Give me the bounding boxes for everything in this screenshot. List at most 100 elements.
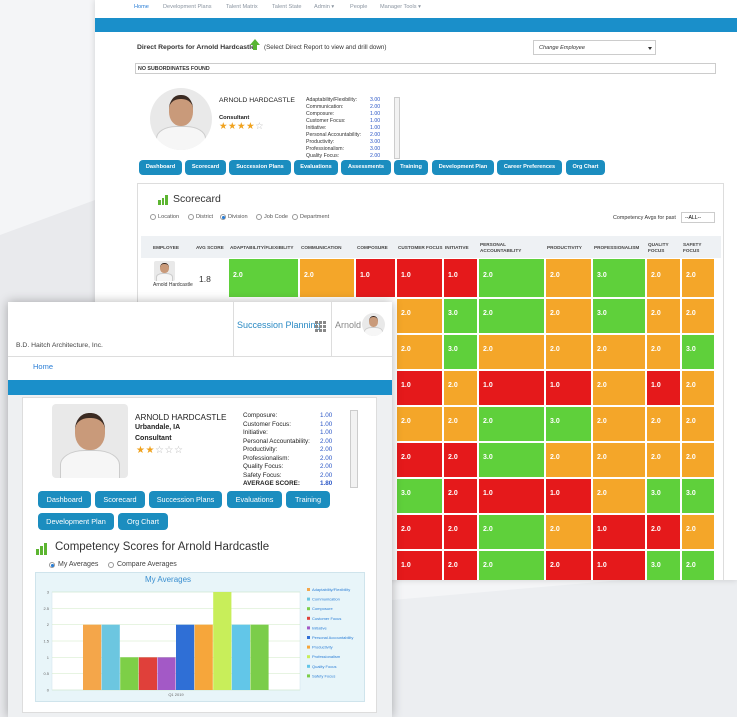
nav-link[interactable]: Talent Matrix <box>226 4 258 10</box>
up-arrow-stem <box>253 45 257 50</box>
nav-button[interactable]: Scorecard <box>185 160 226 175</box>
avg-select[interactable]: --ALL-- <box>681 212 715 223</box>
grid-icon-cell <box>319 321 322 324</box>
radio-button[interactable] <box>256 214 262 220</box>
legend-swatch <box>307 597 310 601</box>
filter-label: Division <box>228 214 248 220</box>
nav-button[interactable]: Development Plan <box>38 513 114 530</box>
score-cell: 2.0 <box>592 334 646 370</box>
nav-link[interactable]: People <box>350 4 368 10</box>
header-bar <box>8 380 392 395</box>
radio-button[interactable] <box>292 214 298 220</box>
score-cell: 2.0 <box>681 514 715 550</box>
legend-label: Productivity <box>312 645 333 650</box>
column-header: COMPOSURE <box>357 245 388 251</box>
nav-button[interactable]: Assessments <box>341 160 391 175</box>
employee-role: Consultant <box>135 435 172 442</box>
table-header <box>141 236 721 258</box>
column-header: PERSONAL ACCOUNTABILITY <box>480 242 522 253</box>
radio-button[interactable] <box>108 562 114 568</box>
radio-button[interactable] <box>49 562 55 568</box>
score-cell: 2.0 <box>646 258 681 298</box>
radio-button[interactable] <box>220 214 226 220</box>
photo-head <box>168 95 194 127</box>
y-tick-label: 1 <box>47 655 50 660</box>
column-header: ADAPTABILITY/FLEXIBILITY <box>230 245 294 251</box>
score-label: Communication: <box>306 104 344 110</box>
select-arrow <box>648 47 652 50</box>
score-value: 2.00 <box>320 446 333 453</box>
scorecard-icon-bar <box>161 197 164 205</box>
change-employee-select[interactable]: Change Employee <box>533 40 656 55</box>
score-cell: 1.0 <box>478 370 545 406</box>
score-cell: 2.0 <box>681 550 715 580</box>
radio-button[interactable] <box>150 214 156 220</box>
photo-shirt <box>59 449 121 478</box>
employee-role: Consultant <box>219 115 250 121</box>
employee-name: ARNOLD HARDCASTLE <box>135 413 227 422</box>
bar <box>176 624 195 690</box>
nav-button[interactable]: Career Preferences <box>497 160 562 175</box>
nav-button[interactable]: Dashboard <box>38 491 91 508</box>
legend-swatch <box>307 664 310 668</box>
nav-button[interactable]: Training <box>394 160 428 175</box>
grid-icon-cell <box>319 329 322 332</box>
nav-button[interactable]: Scorecard <box>95 491 145 508</box>
score-value: 2.00 <box>320 437 333 445</box>
nav-button[interactable]: Dashboard <box>139 160 182 175</box>
rating-star: ★ <box>237 121 246 132</box>
nav-button[interactable]: Succession Plans <box>149 491 222 508</box>
score-cell: 1.0 <box>396 550 443 580</box>
competency-title: Competency Scores for Arnold Hardcastle <box>55 541 270 553</box>
score-cell: 2.0 <box>396 334 443 370</box>
score-cell: 1.0 <box>396 370 443 406</box>
competency-icon-bar <box>44 543 47 555</box>
rating-star: ★ <box>219 121 228 132</box>
radio-dot <box>222 216 225 219</box>
score-value: 2.00 <box>370 104 381 110</box>
radio-button[interactable] <box>188 214 194 220</box>
column-header: COMMUNICATION <box>301 245 342 251</box>
photo-shirt <box>364 327 383 336</box>
nav-button[interactable]: Development Plan <box>432 160 494 175</box>
nav-button[interactable]: Org Chart <box>566 160 605 175</box>
score-value: 1.00 <box>320 420 333 428</box>
nav-link[interactable]: Development Plans <box>163 4 212 10</box>
score-cell: 1.0 <box>443 258 478 298</box>
column-header: CUSTOMER FOCUS <box>398 245 443 251</box>
rating-star: ☆ <box>255 121 264 132</box>
scorecard-icon-bar <box>165 195 168 205</box>
score-cell: 2.0 <box>646 442 681 478</box>
column-header: SAFETY FOCUS <box>683 242 702 253</box>
bar <box>120 657 139 690</box>
legend-swatch <box>307 616 310 620</box>
employee-link[interactable]: Arnold Hardcastle <box>153 282 193 288</box>
score-label: Initiative: <box>243 429 268 436</box>
scorecard-icon-bar <box>158 200 161 205</box>
radio-dot <box>51 564 54 567</box>
score-value: 1.00 <box>370 118 381 124</box>
bar <box>231 624 250 690</box>
column-header: INITIATIVE <box>445 245 469 251</box>
nav-button[interactable]: Org Chart <box>118 513 168 530</box>
nav-button[interactable]: Evaluations <box>227 491 282 508</box>
filter-label: Department <box>300 214 330 220</box>
nav-button[interactable]: Succession Plans <box>229 160 291 175</box>
nav-button[interactable]: Training <box>286 491 330 508</box>
score-label: Personal Accountability: <box>306 132 362 138</box>
score-cell: 2.0 <box>592 406 646 442</box>
header-bar <box>95 18 737 32</box>
nav-link[interactable]: Manager Tools ▾ <box>380 4 421 10</box>
score-cell: 2.0 <box>681 298 715 334</box>
company-name: B.D. Haitch Architecture, Inc. <box>16 342 103 349</box>
score-label: Customer Focus: <box>306 118 346 124</box>
score-label: Professionalism: <box>243 454 290 462</box>
nav-link[interactable]: Home <box>33 362 54 371</box>
nav-link[interactable]: Home <box>134 4 149 10</box>
nav-link[interactable]: Admin ▾ <box>314 4 335 10</box>
score-label: Quality Focus: <box>243 463 284 470</box>
nav-link[interactable]: Talent State <box>272 4 302 10</box>
score-cell: 2.0 <box>228 258 299 298</box>
nav-button[interactable]: Evaluations <box>294 160 338 175</box>
